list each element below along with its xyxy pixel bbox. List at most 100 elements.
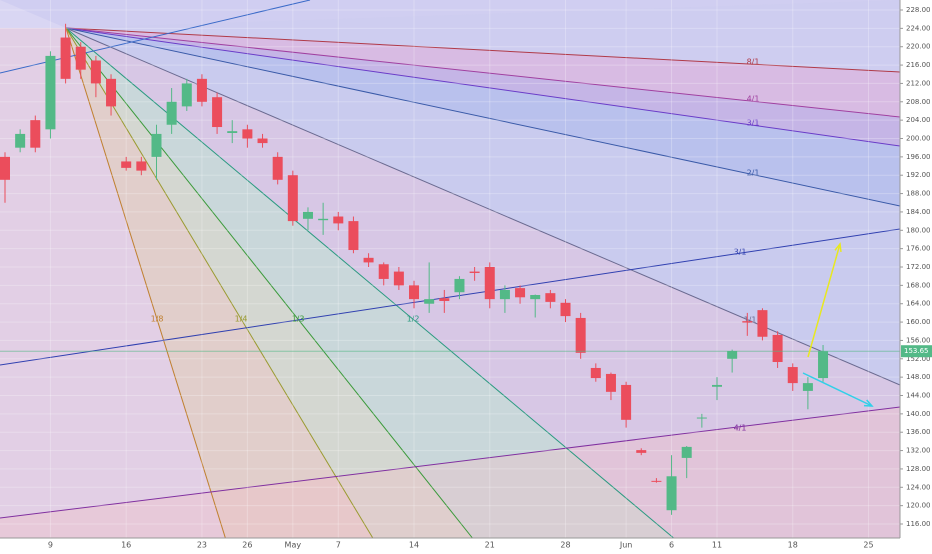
candle-body (106, 78, 117, 107)
candle-body (302, 211, 313, 219)
fan-label: 1/2 (407, 315, 420, 324)
candle-body (696, 417, 707, 419)
fan-line (65, 27, 375, 541)
candle-body (348, 221, 359, 251)
y-tick-label: 176.00 (906, 245, 931, 253)
candle-body (424, 299, 435, 304)
y-tick-label: 164.00 (906, 300, 931, 308)
candle-body (787, 367, 798, 384)
fan-line (65, 27, 901, 147)
fan-label: 8/1 (747, 58, 760, 67)
time-axis (0, 538, 900, 550)
y-tick-label: 140.00 (906, 410, 931, 418)
candle-body (15, 133, 26, 148)
y-tick-label: 124.00 (906, 483, 931, 491)
fan-label: 1/4 (235, 315, 248, 324)
y-tick-label: 144.00 (906, 392, 931, 400)
last-price-label: 153.65 (904, 347, 929, 355)
candle-body (712, 384, 723, 387)
y-tick-label: 188.00 (906, 190, 931, 198)
candle-body (605, 373, 616, 392)
candle-body (257, 138, 268, 144)
x-tick-label: 25 (863, 541, 873, 550)
x-tick-label: 16 (121, 541, 131, 550)
candle-body (469, 271, 480, 273)
fan2-label: 3/1 (734, 248, 747, 257)
fan-label: 1/3 (292, 315, 305, 324)
fan2-line (0, 228, 901, 366)
candle-body (90, 60, 101, 84)
candle-body (272, 156, 283, 180)
candle-body (590, 367, 601, 379)
candle-body (196, 78, 207, 102)
y-tick-label: 224.00 (906, 24, 931, 32)
y-tick-label: 184.00 (906, 208, 931, 216)
candle-body (45, 55, 56, 130)
candle-body (621, 384, 632, 420)
x-tick-label: 14 (409, 541, 419, 550)
x-tick-label: 21 (485, 541, 495, 550)
candle-body (121, 161, 132, 168)
candle-body (560, 302, 571, 317)
candle-body (0, 156, 10, 180)
candle-body (530, 294, 541, 300)
arrow-line (802, 372, 873, 407)
candle-body (30, 120, 41, 148)
y-tick-label: 156.00 (906, 336, 931, 344)
x-tick-label: 7 (336, 541, 341, 550)
fan2-line (0, 406, 901, 519)
candle-body (727, 350, 738, 359)
y-tick-label: 152.00 (906, 355, 931, 363)
y-tick-label: 200.00 (906, 135, 931, 143)
candle-body (681, 446, 692, 458)
fan-label: 1/1 (744, 316, 757, 325)
candle-body (515, 288, 526, 298)
x-tick-label: 9 (48, 541, 53, 550)
y-tick-label: 148.00 (906, 373, 931, 381)
x-tick-label: 28 (560, 541, 570, 550)
y-tick-label: 220.00 (906, 43, 931, 51)
candle-body (545, 293, 556, 302)
y-tick-label: 168.00 (906, 281, 931, 289)
x-tick-label: Jun (619, 541, 633, 550)
fan-label: 4/1 (747, 95, 760, 104)
candle-body (151, 133, 162, 157)
x-tick-label: 18 (788, 541, 798, 550)
candle-body (742, 321, 753, 323)
y-tick-label: 192.00 (906, 171, 931, 179)
candles (0, 23, 900, 515)
candle-body (409, 285, 420, 300)
y-tick-label: 116.00 (906, 520, 931, 528)
candle-body (818, 351, 829, 379)
candle-body (772, 334, 783, 363)
candle-body (802, 383, 813, 391)
candle-body (378, 264, 389, 279)
x-tick-label: 26 (242, 541, 252, 550)
fan-region (66, 28, 900, 540)
candle-body (651, 480, 662, 482)
candle-body (166, 101, 177, 125)
y-tick-label: 212.00 (906, 79, 931, 87)
x-tick-label: 11 (712, 541, 722, 550)
fan-region (66, 0, 900, 72)
y-tick-label: 208.00 (906, 98, 931, 106)
last-price-box (901, 345, 932, 358)
fan-label: 2/1 (747, 169, 760, 178)
candle-body (212, 97, 223, 128)
x-tick-label: 23 (197, 541, 207, 550)
candle-body (227, 131, 238, 133)
candle-body (499, 289, 510, 300)
candle-body (454, 278, 465, 293)
y-tick-label: 180.00 (906, 226, 931, 234)
y-tick-label: 216.00 (906, 61, 931, 69)
axes: 116.00 120.00 124.00 128.00 132.00 136.00 140.… (48, 6, 932, 550)
candle-body (75, 46, 86, 70)
fan-line (65, 27, 901, 207)
arrow-line (807, 243, 841, 358)
fan-region (0, 28, 226, 540)
y-tick-label: 172.00 (906, 263, 931, 271)
fan-line (65, 27, 227, 541)
candle-body (287, 175, 298, 222)
